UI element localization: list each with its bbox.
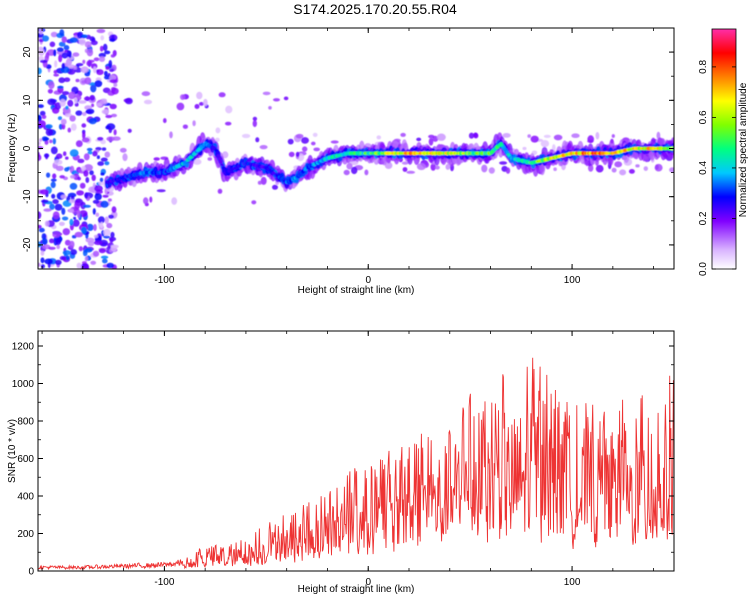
spectrogram-x-tick-label: -100 xyxy=(154,275,174,286)
colorbar-tick-label: 0.4 xyxy=(698,161,709,175)
snr-y-tick-label: 1000 xyxy=(12,379,35,390)
snr-y-tick-label: 800 xyxy=(17,417,34,428)
spectrogram-x-tick-label: 100 xyxy=(564,275,581,286)
colorbar-tick-label: 0.8 xyxy=(698,60,709,74)
colorbar-tick-label: 0.0 xyxy=(698,262,709,276)
spectrogram-y-tick-label: -20 xyxy=(22,237,33,252)
colorbar-tick-label: 0.6 xyxy=(698,110,709,124)
colorbar-gradient xyxy=(711,28,737,270)
colorbar: 0.0 0.2 0.4 0.6 0.8 Normalized spectral ampl… xyxy=(698,28,749,276)
snr-x-axis-label: Height of straight line (km) xyxy=(298,584,415,595)
snr-x-tick-label: 100 xyxy=(564,577,581,588)
snr-y-tick-label: 1200 xyxy=(12,342,35,353)
page-title: S174.2025.170.20.55.R04 xyxy=(293,1,457,17)
snr-x-tick-label: 0 xyxy=(365,577,371,588)
colorbar-label: Normalized spectral amplitude xyxy=(738,82,749,217)
spectrogram-y-tick-label: 0 xyxy=(22,145,33,151)
snr-y-axis-label: SNR (10 * v/v) xyxy=(7,419,18,483)
snr-frame xyxy=(37,330,675,572)
snr-y-tick-label: 400 xyxy=(17,492,34,503)
spectrogram-y-tick-label: 20 xyxy=(22,46,33,58)
spectrogram-heatmap xyxy=(38,28,674,269)
snr-y-tick-label: 600 xyxy=(17,454,34,465)
snr-x-tick-label: -100 xyxy=(154,577,174,588)
spectrogram-y-axis-label: Frequency (Hz) xyxy=(7,114,18,183)
spectrogram-y-tick-label: -10 xyxy=(22,189,33,204)
snr-y-tick-label: 200 xyxy=(17,529,34,540)
snr-y-tick-label: 0 xyxy=(28,567,34,578)
spectrogram-x-axis-label: Height of straight line (km) xyxy=(298,285,415,296)
snr-series-line xyxy=(38,357,674,571)
spectrogram-y-tick-label: 10 xyxy=(22,94,33,106)
colorbar-tick-label: 0.2 xyxy=(698,211,709,225)
spectrogram-x-tick-label: 0 xyxy=(365,275,371,286)
